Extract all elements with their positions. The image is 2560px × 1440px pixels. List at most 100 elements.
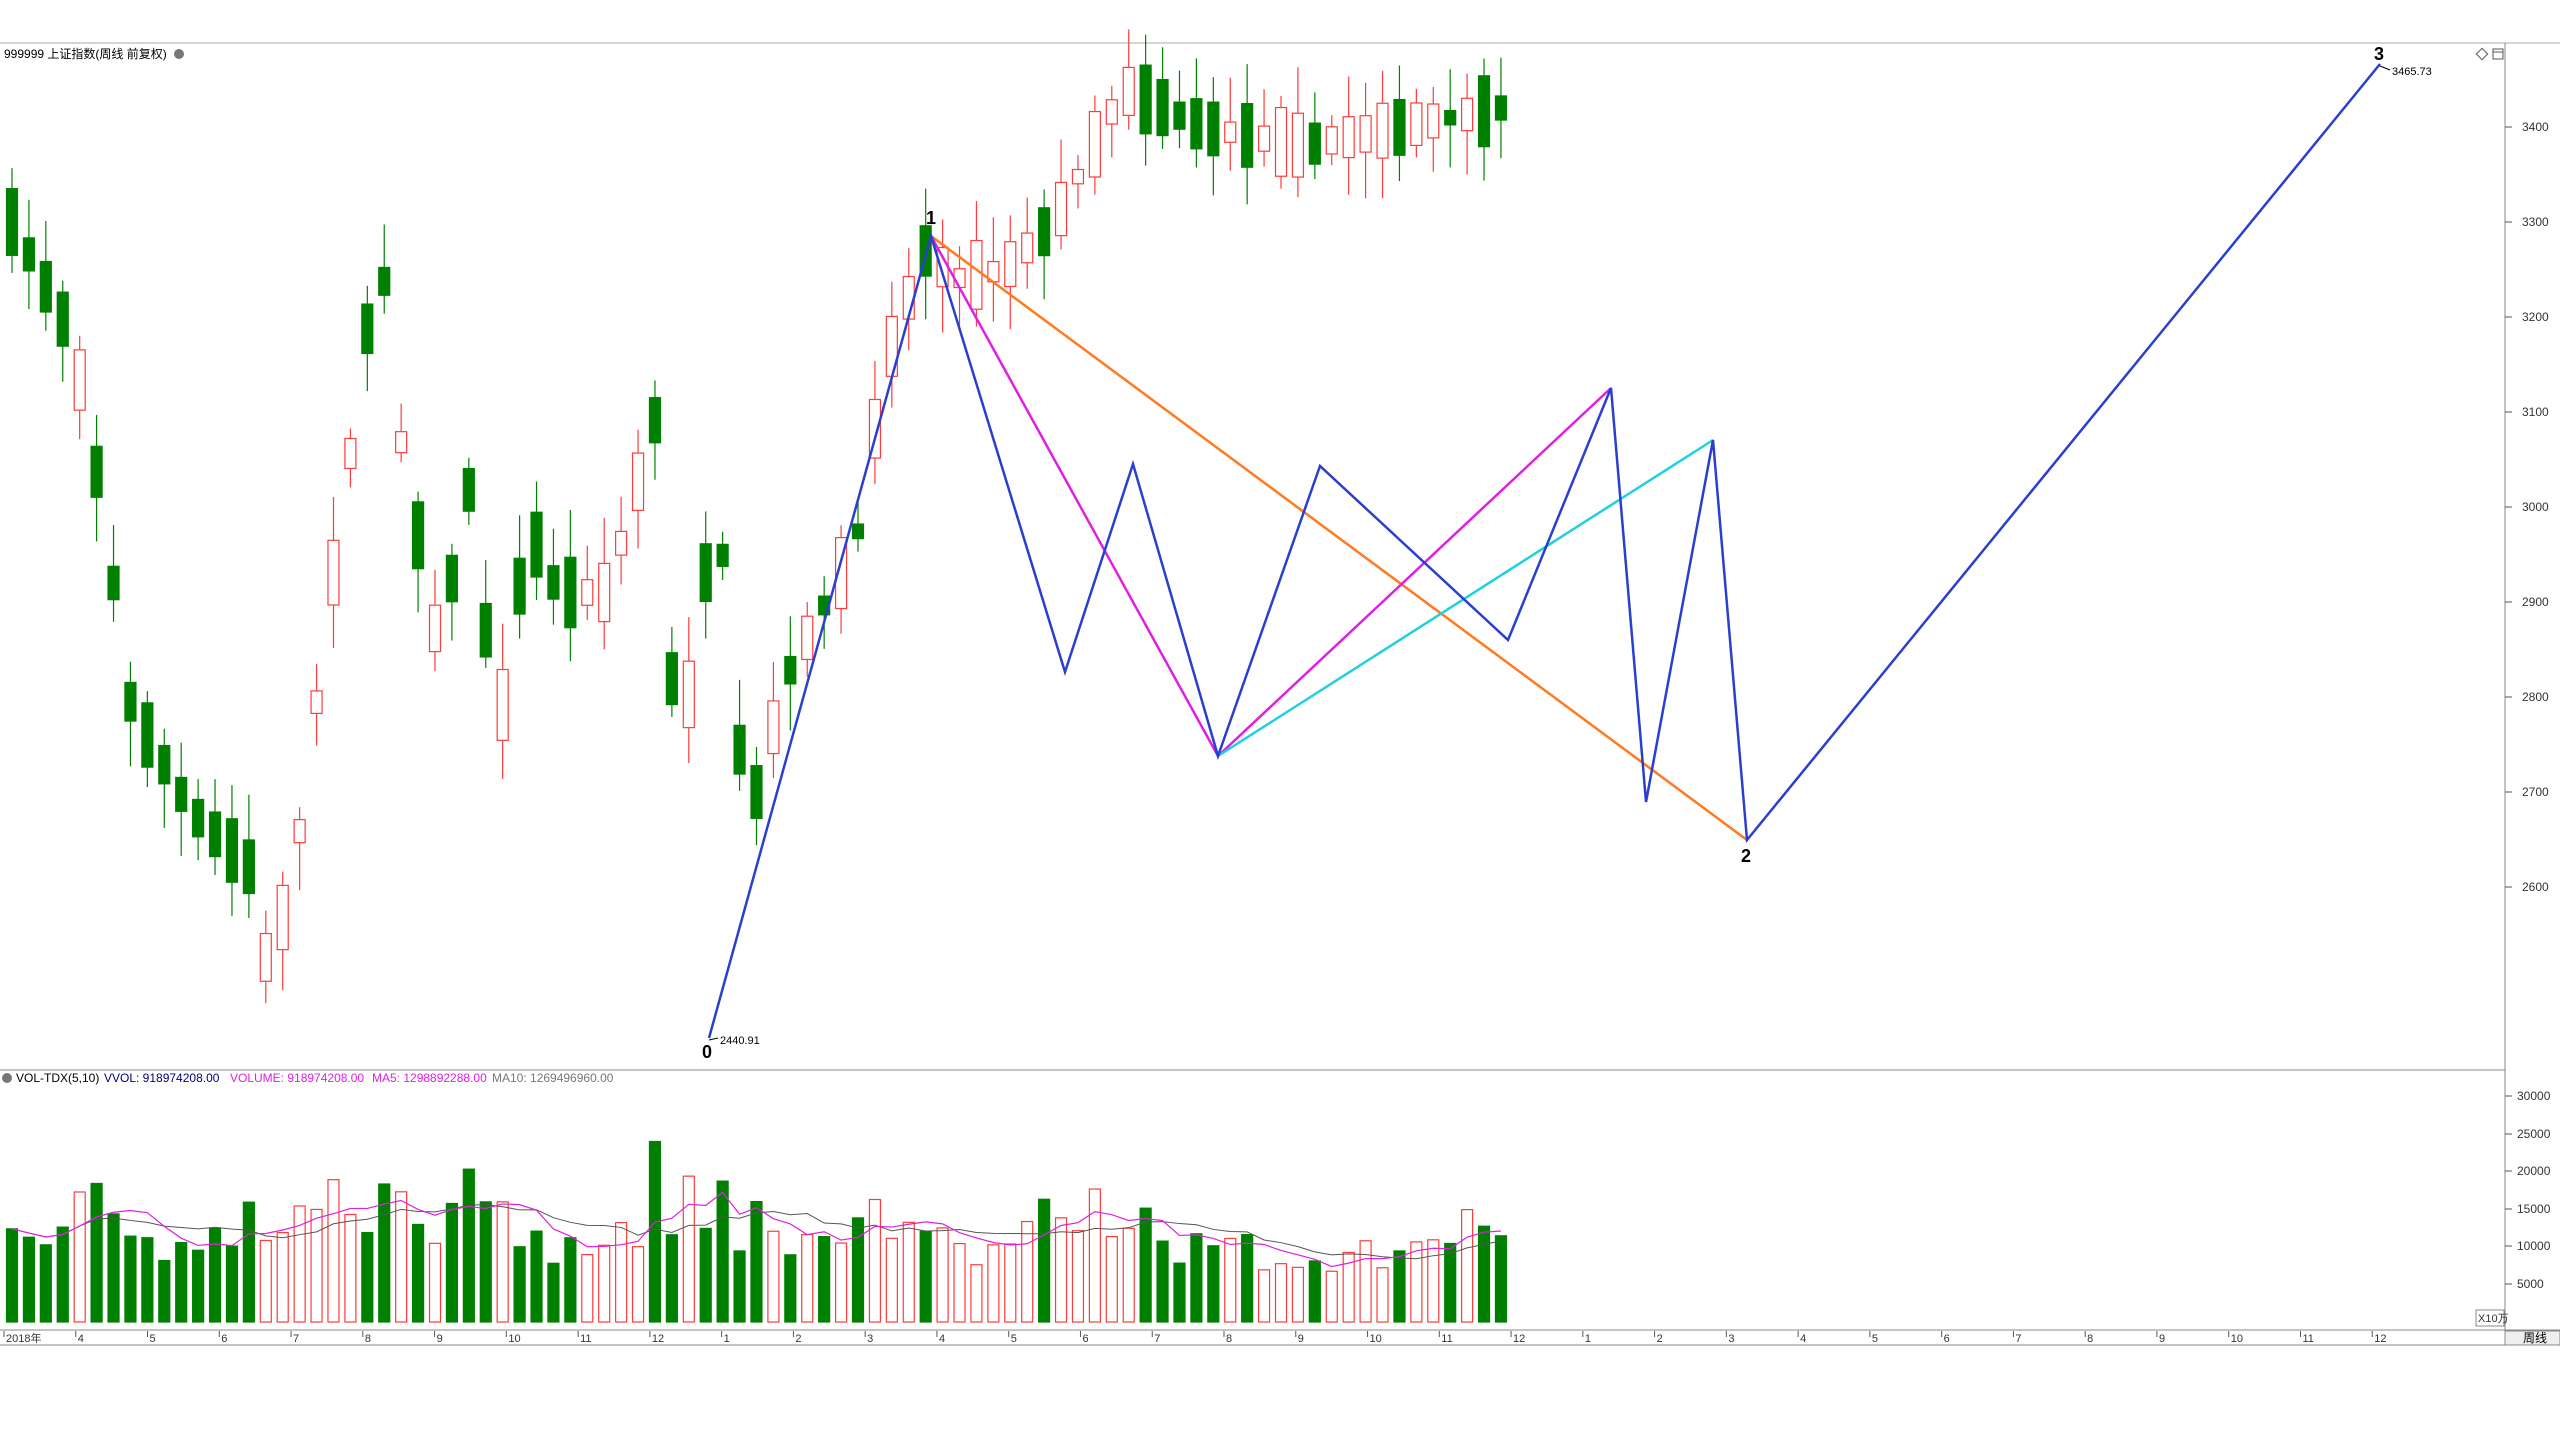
wave-point-3: 3	[2374, 44, 2384, 64]
volume-bar	[767, 1230, 780, 1323]
period-button[interactable]	[2504, 1330, 2560, 1346]
orange-trend-line	[930, 234, 1748, 842]
volume-bar	[1173, 1262, 1186, 1323]
candle	[665, 652, 678, 706]
candle	[310, 690, 323, 715]
candle	[5, 188, 19, 256]
volume-bar	[801, 1233, 814, 1323]
volume-bar	[124, 1235, 137, 1323]
candle	[1224, 121, 1237, 143]
candle	[1494, 95, 1508, 121]
candle	[411, 501, 425, 570]
candle	[1342, 116, 1355, 159]
volume-bar	[1477, 1225, 1491, 1323]
volume-bar	[885, 1237, 898, 1323]
volume-bar	[175, 1241, 188, 1323]
candle	[479, 602, 492, 658]
volume-bar	[1393, 1250, 1406, 1323]
maximize-icon[interactable]	[2492, 48, 2504, 60]
volume-bar	[834, 1242, 848, 1323]
restore-icon[interactable]	[2475, 47, 2489, 61]
volume-bar	[953, 1242, 966, 1323]
volume-bar	[496, 1201, 509, 1323]
volume-bar	[395, 1191, 408, 1323]
candle	[445, 554, 459, 603]
settings-dot-icon[interactable]	[174, 49, 184, 59]
volume-bar	[665, 1234, 678, 1323]
volume-axis-label: 10000	[2517, 1239, 2551, 1253]
candlestick-series	[5, 29, 1508, 1004]
candle	[208, 811, 222, 858]
wave-point-2: 2	[1741, 846, 1751, 866]
time-axis-label: 5	[1872, 1333, 1878, 1345]
volume-bar	[1122, 1227, 1135, 1323]
candle	[39, 260, 52, 313]
candle	[1122, 66, 1135, 116]
time-axis-label: 8	[365, 1333, 371, 1345]
candle	[192, 798, 205, 838]
ma10-value: MA10: 1269496960.00	[492, 1071, 614, 1085]
time-axis-label: 9	[2159, 1333, 2165, 1345]
volume-bar	[513, 1246, 526, 1323]
volume-bar	[1004, 1243, 1017, 1323]
time-axis-label: 1	[1585, 1333, 1591, 1345]
candle	[428, 604, 442, 653]
volume-bar	[1038, 1198, 1051, 1323]
volume-axis-label: 30000	[2517, 1089, 2551, 1103]
candle	[1461, 97, 1474, 132]
candle	[1088, 110, 1101, 178]
price-label: 2900	[2522, 595, 2549, 609]
volume-bar	[1054, 1217, 1068, 1323]
volume-bar	[1021, 1220, 1034, 1323]
candle	[56, 291, 69, 347]
volume-bar	[598, 1244, 611, 1323]
candle	[1004, 241, 1017, 288]
volume-bar	[1139, 1207, 1152, 1323]
wave-point-0: 0	[702, 1042, 712, 1062]
volume-ma5-line	[11, 1191, 1502, 1268]
volume-indicator-name: VOL-TDX(5,10)	[16, 1071, 99, 1085]
time-axis-label: 8	[1226, 1333, 1232, 1345]
candle	[242, 839, 255, 895]
volume-bar	[1241, 1234, 1254, 1323]
volume-bar	[1444, 1242, 1457, 1323]
settings-dot-icon[interactable]	[2, 1073, 12, 1083]
volume-bar	[648, 1140, 662, 1323]
volume-bar	[5, 1228, 19, 1323]
volume-bar	[1325, 1270, 1338, 1323]
volume-bar	[1071, 1230, 1085, 1323]
wave-point-1: 1	[926, 208, 936, 228]
volume-bar	[936, 1227, 949, 1323]
price-label: 3300	[2522, 215, 2549, 229]
volume-bar	[530, 1230, 543, 1323]
price-label: 2700	[2522, 785, 2549, 799]
volume-bar	[445, 1202, 459, 1323]
price-label: 3000	[2522, 500, 2549, 514]
candle	[462, 467, 475, 512]
time-axis-label: 6	[1944, 1333, 1950, 1345]
candle	[598, 562, 611, 623]
volume-bar	[716, 1180, 729, 1323]
volume-bar	[1494, 1235, 1508, 1323]
candle	[73, 349, 86, 411]
volume-bars	[5, 1140, 1508, 1323]
candle	[1071, 168, 1085, 185]
candle	[564, 556, 577, 629]
time-axis-label: 6	[221, 1333, 227, 1345]
candle	[1207, 101, 1220, 157]
candle	[1359, 115, 1372, 153]
candle	[327, 539, 340, 606]
time-axis-label: 5	[150, 1333, 156, 1345]
volume-bar	[479, 1201, 492, 1323]
candle	[158, 744, 171, 785]
volume-bar	[22, 1236, 36, 1323]
candle	[1376, 102, 1389, 159]
candle	[1291, 112, 1305, 178]
volume-unit-label: X10万	[2478, 1313, 2509, 1325]
candle	[1393, 98, 1406, 156]
candle	[395, 431, 408, 454]
volume-bar	[818, 1236, 831, 1323]
candle	[1156, 78, 1169, 137]
pattern-lines	[707, 63, 2381, 1039]
